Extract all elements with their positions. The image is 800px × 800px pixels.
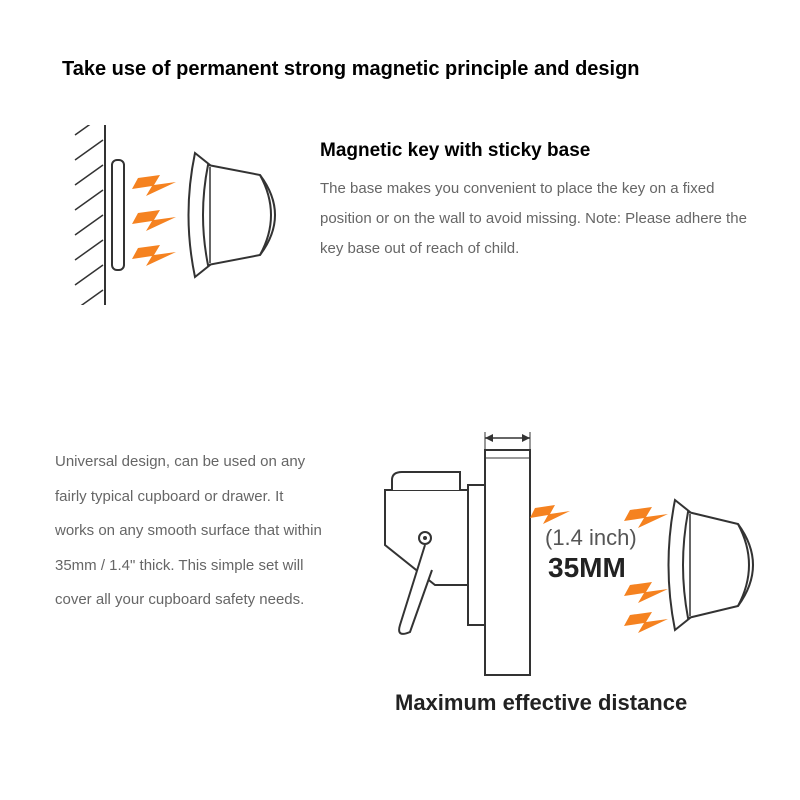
measurement-inch: (1.4 inch) (545, 525, 637, 551)
diagram-key-base (50, 125, 300, 305)
section1-heading: Magnetic key with sticky base (320, 140, 750, 162)
section1-body: The base makes you convenient to place t… (320, 174, 750, 264)
section1-text-block: Magnetic key with sticky base The base m… (320, 140, 750, 264)
bolt-icon (132, 175, 176, 266)
measurement-mm: 35MM (548, 552, 626, 584)
main-title: Take use of permanent strong magnetic pr… (62, 58, 640, 81)
bolt-icon (530, 505, 570, 524)
max-distance-label: Maximum effective distance (395, 690, 687, 716)
section2-text-block: Universal design, can be used on any fai… (55, 445, 325, 618)
section2-body: Universal design, can be used on any fai… (55, 445, 325, 618)
